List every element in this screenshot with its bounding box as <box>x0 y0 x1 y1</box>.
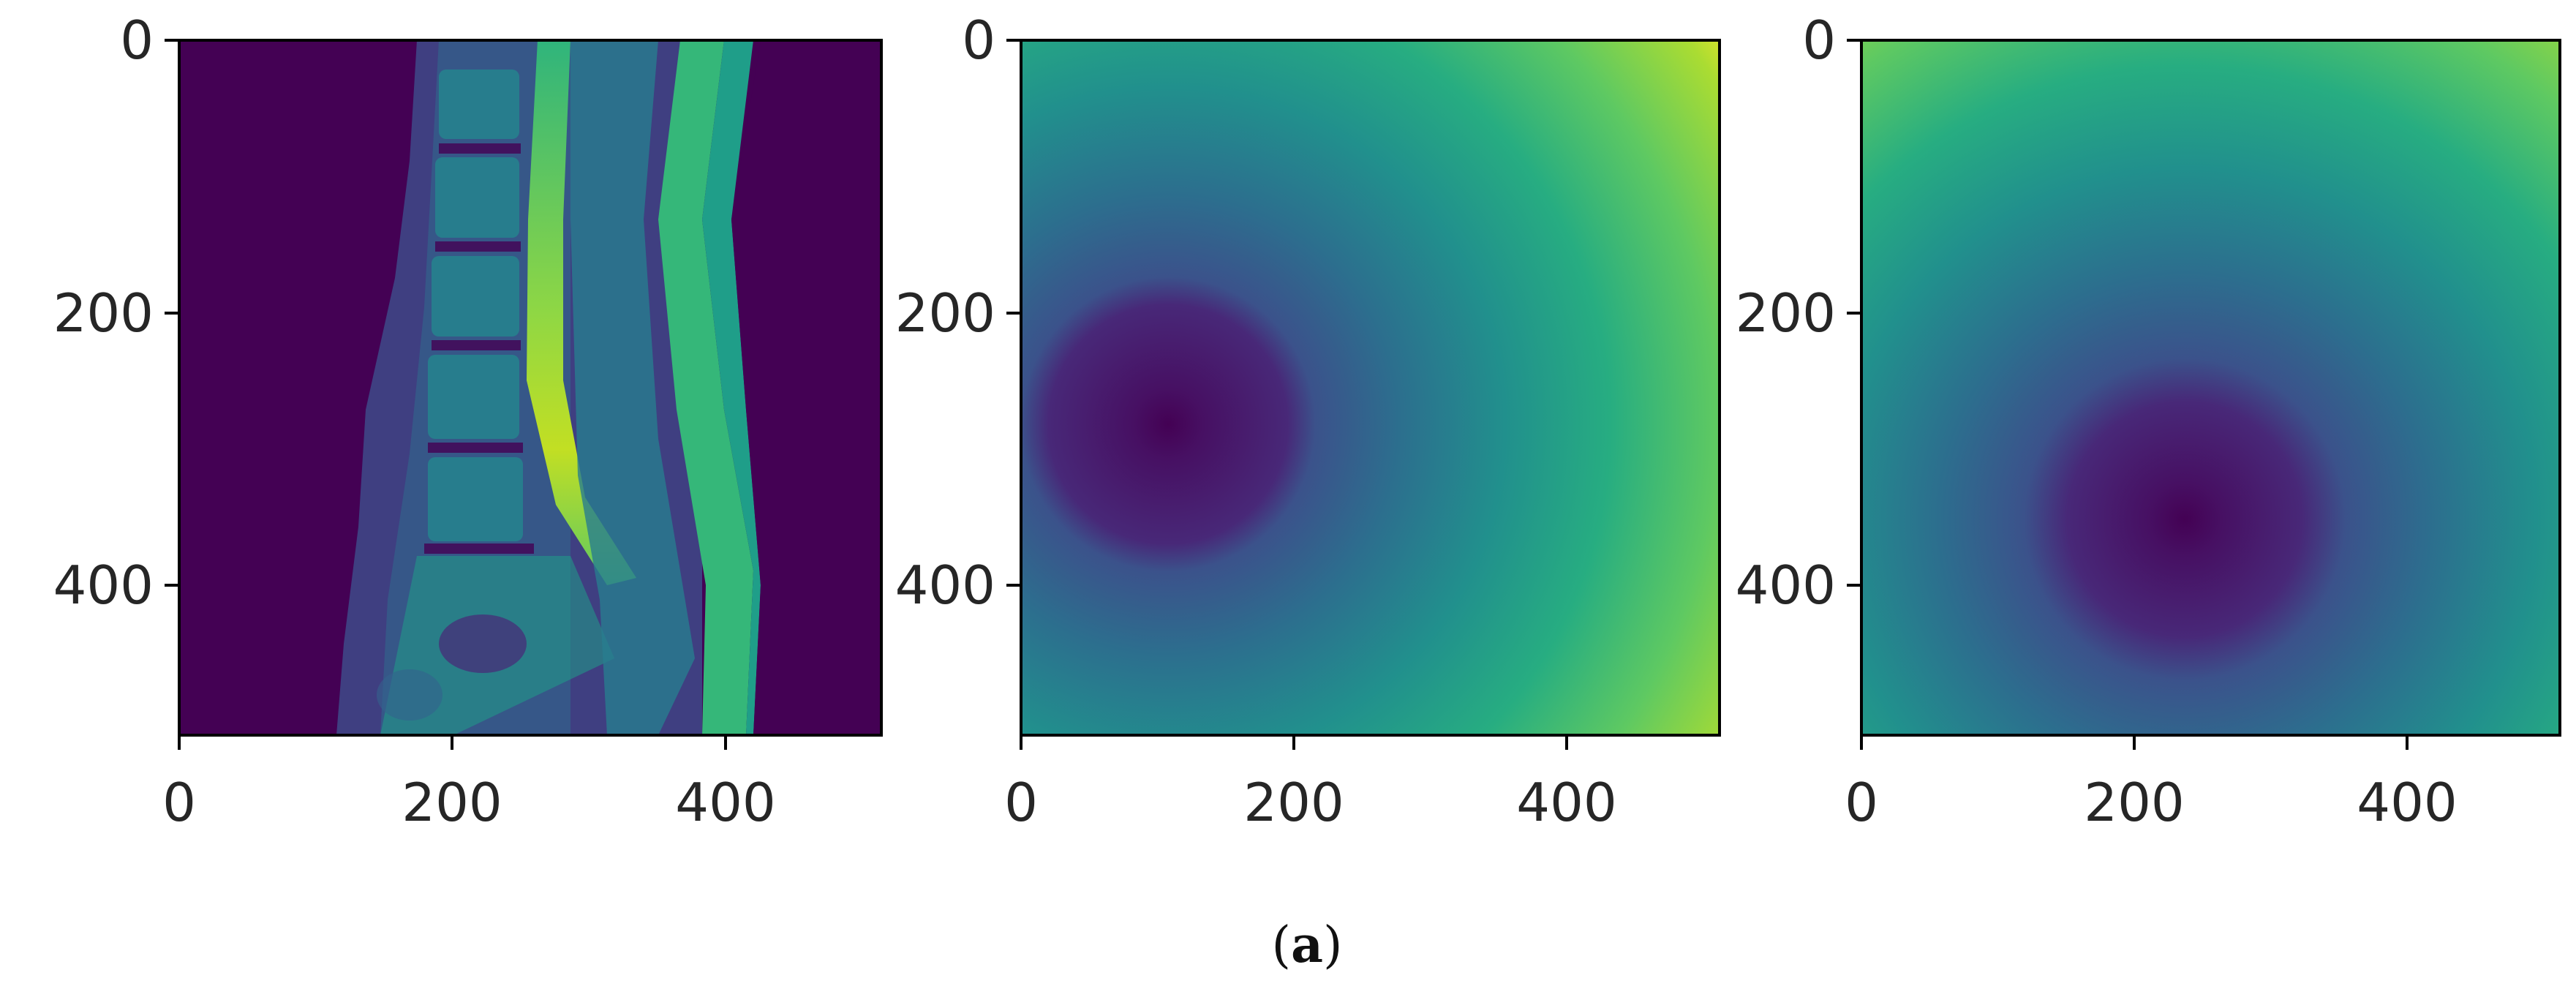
distance-map-1-image <box>1021 40 1720 735</box>
figure-caption: (a) <box>1271 916 1342 974</box>
distance-map-1-ytick-200: 200 <box>895 282 995 344</box>
panel-distance-map-1: 0 200 400 0 200 400 <box>895 10 1721 833</box>
distance-map-2-ytick-200: 200 <box>1736 282 1836 344</box>
distance-map-2-axes <box>1847 39 2409 750</box>
distance-map-2-ytick-400: 400 <box>1736 554 1836 616</box>
mri-xtick-400: 400 <box>675 772 775 833</box>
distance-map-2-image <box>1861 40 2560 735</box>
distance-map-2-xtick-200: 200 <box>2084 772 2184 833</box>
caption-close-paren: ) <box>1323 917 1343 974</box>
distance-map-1-axes <box>1006 39 1568 750</box>
distance-map-1-ytick-0: 0 <box>962 10 995 71</box>
mri-axes <box>165 39 727 750</box>
caption-open-paren: ( <box>1271 917 1291 974</box>
distance-map-2-ytick-0: 0 <box>1802 10 1836 71</box>
mri-image <box>179 40 881 735</box>
mri-xtick-0: 0 <box>162 772 196 833</box>
distance-map-1-xtick-200: 200 <box>1243 772 1344 833</box>
distance-map-1-xtick-400: 400 <box>1516 772 1616 833</box>
distance-map-1-ytick-400: 400 <box>895 554 995 616</box>
distance-map-2-frame <box>1860 39 2561 737</box>
mri-xtick-200: 200 <box>402 772 502 833</box>
distance-map-2-xtick-0: 0 <box>1845 772 1878 833</box>
caption-label: a <box>1291 916 1323 974</box>
mri-ytick-200: 200 <box>53 282 154 344</box>
mri-ytick-400: 400 <box>53 554 154 616</box>
mri-frame <box>178 39 883 737</box>
panel-mri: 0 200 400 0 200 400 <box>53 10 883 833</box>
distance-map-1-frame <box>1020 39 1721 737</box>
panel-distance-map-2: 0 200 400 0 200 400 <box>1736 10 2561 833</box>
mri-ytick-0: 0 <box>120 10 154 71</box>
distance-map-2-xtick-400: 400 <box>2357 772 2457 833</box>
distance-map-1-xtick-0: 0 <box>1004 772 1038 833</box>
